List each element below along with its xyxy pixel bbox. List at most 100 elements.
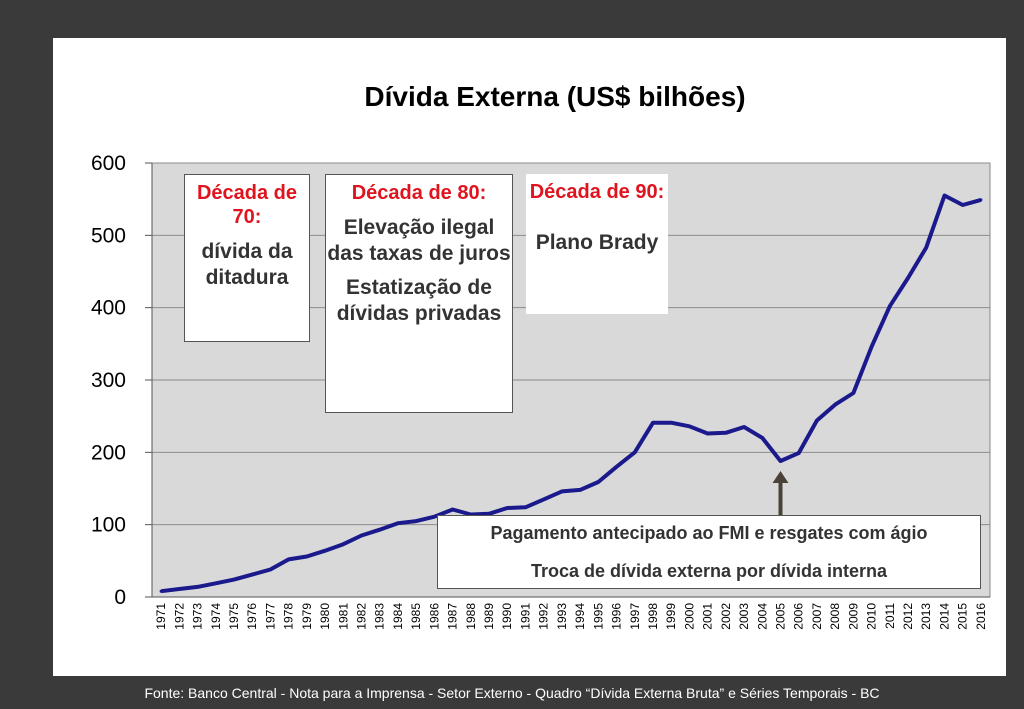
data-point-2009 <box>851 391 855 395</box>
data-point-2016 <box>979 198 983 202</box>
data-point-1979 <box>305 554 309 558</box>
data-point-1980 <box>323 549 327 553</box>
xtick-label-1975: 1975 <box>227 603 241 630</box>
data-point-2006 <box>797 451 801 455</box>
data-point-1981 <box>341 542 345 546</box>
ytick-label-100: 100 <box>91 514 126 537</box>
xtick-label-2001: 2001 <box>701 603 715 630</box>
xtick-label-1978: 1978 <box>282 603 296 630</box>
xtick-label-2006: 2006 <box>792 603 806 630</box>
data-point-2000 <box>687 424 691 428</box>
xtick-label-2010: 2010 <box>865 603 879 630</box>
annotation-fmi-line-2: Troca de dívida externa por dívida inter… <box>530 561 888 581</box>
data-point-1973 <box>196 585 200 589</box>
xtick-label-1980: 1980 <box>318 603 332 630</box>
ytick-label-400: 400 <box>91 297 126 320</box>
xtick-label-1981: 1981 <box>336 603 350 630</box>
data-point-2015 <box>961 203 965 207</box>
ytick-label-600: 600 <box>91 152 126 175</box>
annotation-decade-70-heading: Década de 70: <box>196 182 298 228</box>
xtick-label-1994: 1994 <box>573 603 587 630</box>
xtick-label-1972: 1972 <box>172 603 186 630</box>
series-line-divida-externa <box>160 193 982 594</box>
data-point-2008 <box>833 403 837 407</box>
xtick-label-1974: 1974 <box>209 603 223 630</box>
xtick-label-1992: 1992 <box>537 603 551 630</box>
xtick-label-1995: 1995 <box>591 603 605 630</box>
xtick-label-1997: 1997 <box>628 603 642 630</box>
data-point-1972 <box>177 587 181 591</box>
data-point-1974 <box>214 581 218 585</box>
data-point-1992 <box>542 497 546 501</box>
xtick-label-1987: 1987 <box>446 603 460 630</box>
data-point-1975 <box>232 578 236 582</box>
source-footer: Fonte: Banco Central - Nota para a Impre… <box>144 685 880 701</box>
data-point-2001 <box>706 432 710 436</box>
data-point-1998 <box>651 421 655 425</box>
slide: Dívida Externa (US$ bilhões) 0 100 200 300 4… <box>53 38 1006 676</box>
annotation-decade-90: Década de 90: Plano Brady <box>526 174 668 314</box>
xtick-label-1982: 1982 <box>355 603 369 630</box>
xtick-label-2002: 2002 <box>719 603 733 630</box>
data-point-2004 <box>760 436 764 440</box>
data-point-2011 <box>888 304 892 308</box>
xtick-label-1973: 1973 <box>191 603 205 630</box>
xtick-label-1996: 1996 <box>610 603 624 630</box>
annotation-decade-90-body: Plano Brady <box>535 231 659 254</box>
xtick-label-1986: 1986 <box>427 603 441 630</box>
xtick-label-2011: 2011 <box>883 603 897 629</box>
data-point-1986 <box>432 515 436 519</box>
chart-title: Dívida Externa (US$ bilhões) <box>364 81 745 112</box>
xtick-label-2014: 2014 <box>937 603 951 630</box>
annotation-fmi: Pagamento antecipado ao FMI e resgates c… <box>437 515 981 589</box>
xtick-label-2015: 2015 <box>956 603 970 630</box>
data-point-1996 <box>615 465 619 469</box>
annotation-decade-70: Década de 70: dívida da ditadura <box>184 174 310 342</box>
xtick-label-1993: 1993 <box>555 603 569 630</box>
xtick-label-1985: 1985 <box>409 603 423 630</box>
data-point-2012 <box>906 276 910 280</box>
xtick-label-2000: 2000 <box>682 603 696 630</box>
annotation-decade-80-heading: Década de 80: <box>351 182 487 204</box>
data-point-1984 <box>396 521 400 525</box>
data-point-2002 <box>724 431 728 435</box>
data-point-1983 <box>378 528 382 532</box>
ytick-label-200: 200 <box>91 441 126 464</box>
data-point-2014 <box>942 194 946 198</box>
xtick-label-2004: 2004 <box>755 603 769 630</box>
annotation-decade-80-body-2: Estatização de dívidas privadas <box>336 276 502 325</box>
ytick-label-0: 0 <box>114 586 126 609</box>
fmi-arrow-head <box>772 471 789 484</box>
annotation-decade-80-body-1: Elevação ilegal das taxas de juros <box>327 216 511 265</box>
data-point-2005 <box>779 459 782 463</box>
xtick-label-1983: 1983 <box>373 603 387 630</box>
xtick-label-2016: 2016 <box>974 603 988 630</box>
xtick-label-1999: 1999 <box>664 603 678 630</box>
data-point-1991 <box>523 505 527 509</box>
data-point-1977 <box>268 568 272 572</box>
xtick-label-1979: 1979 <box>300 603 314 630</box>
xtick-label-1971: 1971 <box>154 603 168 630</box>
data-point-1997 <box>633 450 637 454</box>
data-point-1982 <box>360 534 363 538</box>
xtick-label-2007: 2007 <box>810 603 824 630</box>
xtick-label-1990: 1990 <box>500 603 514 630</box>
data-point-1994 <box>578 488 582 492</box>
xtick-label-2005: 2005 <box>774 603 788 630</box>
data-point-1989 <box>487 512 491 516</box>
data-point-1993 <box>560 489 564 493</box>
data-point-2003 <box>742 425 746 429</box>
annotation-decade-90-heading: Década de 90: <box>529 181 665 203</box>
annotation-decade-70-body: dívida da ditadura <box>201 240 293 289</box>
xtick-label-2008: 2008 <box>828 603 842 630</box>
annotation-fmi-line-1: Pagamento antecipado ao FMI e resgates c… <box>490 523 928 543</box>
xtick-label-1989: 1989 <box>482 603 496 630</box>
xtick-label-2013: 2013 <box>919 603 933 630</box>
xtick-label-2003: 2003 <box>737 603 751 630</box>
xtick-label-1984: 1984 <box>391 603 405 630</box>
xtick-label-1976: 1976 <box>245 603 259 630</box>
data-point-1971 <box>159 589 163 593</box>
data-point-1985 <box>414 519 418 523</box>
ytick-label-500: 500 <box>91 224 126 247</box>
xtick-label-2012: 2012 <box>901 603 915 630</box>
